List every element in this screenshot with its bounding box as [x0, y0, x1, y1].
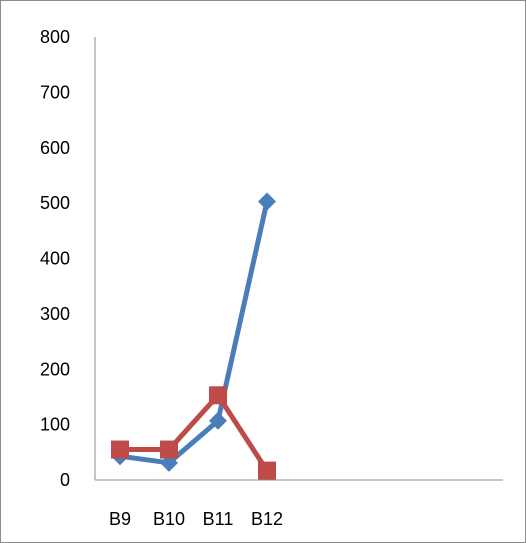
x-tick-label: B11	[203, 509, 234, 529]
series-2	[111, 386, 276, 480]
y-tick-label: 400	[40, 249, 70, 269]
y-tick-label: 600	[40, 138, 70, 158]
x-tick-labels: B9 B10 B11 B12	[109, 509, 283, 529]
series-1	[111, 192, 276, 472]
square-marker	[111, 440, 129, 459]
diamond-marker	[209, 411, 227, 430]
x-tick-label: B12	[251, 509, 283, 529]
axes	[94, 37, 503, 481]
y-tick-label: 500	[40, 193, 70, 213]
y-tick-labels: 0 100 200 300 400 500 600 700 800	[40, 27, 70, 490]
y-tick-label: 800	[40, 27, 70, 47]
x-tick-label: B10	[153, 509, 185, 529]
series-line	[117, 392, 270, 474]
square-marker	[160, 440, 178, 459]
y-tick-label: 100	[40, 415, 70, 435]
square-marker	[258, 461, 276, 480]
series-line	[117, 198, 270, 466]
square-marker	[209, 386, 227, 405]
y-tick-label: 200	[40, 359, 70, 379]
y-tick-label: 300	[40, 304, 70, 324]
x-tick-label: B9	[109, 509, 131, 529]
y-tick-label: 700	[40, 82, 70, 102]
diamond-marker	[258, 192, 276, 211]
y-tick-label: 0	[60, 470, 70, 490]
series-layer	[111, 192, 276, 480]
